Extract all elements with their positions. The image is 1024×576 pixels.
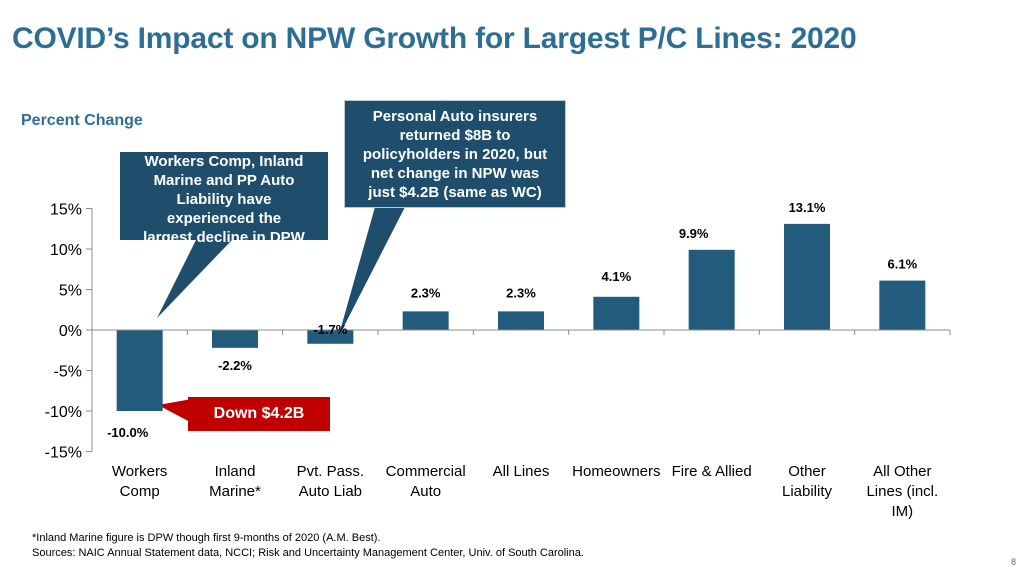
y-tick-label: 0% [59, 323, 82, 340]
y-tick-label: -15% [45, 445, 82, 462]
bar [307, 330, 354, 344]
callout-line: Liability have [176, 191, 272, 208]
data-label: -10.0% [107, 425, 149, 440]
callout-line: Marine and PP Auto [153, 172, 295, 189]
x-tick-label: Marine* [209, 483, 261, 500]
callout-line: net change in NPW was [370, 165, 540, 182]
y-axis-label: Percent Change [21, 112, 143, 129]
bar [879, 280, 926, 330]
callout-line: policyholders in 2020, but [362, 146, 548, 163]
x-tick-label: IM) [891, 503, 913, 520]
data-label: 6.1% [888, 257, 918, 272]
x-tick-label: Auto [410, 483, 441, 500]
x-tick-label: Commercial [386, 463, 466, 480]
data-label: 2.3% [411, 285, 441, 300]
x-tick-label: Fire & Allied [672, 463, 752, 480]
x-tick-label: All Other [873, 463, 931, 480]
footnote-sources: Sources: NAIC Annual Statement data, NCC… [32, 547, 584, 559]
callout-line: returned $8B to [399, 127, 511, 144]
callout-line: largest decline in DPW [143, 229, 305, 246]
bar [784, 223, 830, 330]
x-tick-label: Liability [782, 483, 833, 500]
data-label: 13.1% [789, 200, 826, 215]
bar [212, 330, 258, 348]
data-label: 2.3% [506, 285, 536, 300]
x-tick-label: Inland [215, 463, 256, 480]
x-tick-label: Comp [120, 483, 160, 500]
x-tick-label: Homeowners [572, 463, 660, 480]
x-tick-label: All Lines [493, 463, 550, 480]
y-tick-label: -10% [45, 404, 82, 421]
data-label: 9.9% [679, 226, 709, 241]
footnote-inland-marine: *Inland Marine figure is DPW though firs… [32, 532, 381, 544]
callout-largest-decline: Workers Comp, Inland Marine and PP Auto … [120, 152, 328, 246]
x-tick-label: Lines (incl. [866, 483, 938, 500]
callout-pointer [157, 240, 232, 318]
callout-pointer [338, 207, 405, 338]
callout-line: Workers Comp, Inland [144, 153, 304, 170]
x-tick-label: Workers [112, 463, 168, 480]
page-number: 8 [1010, 557, 1016, 567]
x-tick-label: Auto Liab [299, 483, 362, 500]
callout-line: Personal Auto insurers [372, 108, 538, 125]
page-title: COVID’s Impact on NPW Growth for Largest… [12, 22, 857, 55]
bar [593, 296, 640, 330]
x-tick-label: Pvt. Pass. [297, 463, 365, 480]
bar [498, 311, 544, 330]
y-tick-label: -5% [54, 364, 82, 381]
y-tick-label: 15% [50, 202, 82, 219]
x-tick-label: Other [788, 463, 826, 480]
bar [402, 311, 449, 330]
bar [688, 249, 735, 330]
data-label: -1.7% [313, 322, 347, 337]
callout-line: experienced the [166, 210, 282, 227]
data-label: -2.2% [218, 358, 252, 373]
data-label: 4.1% [602, 269, 632, 284]
bar [116, 330, 163, 411]
callout-down-4-2b: Down $4.2B [188, 397, 330, 431]
callout-pointer [158, 399, 192, 423]
y-tick-label: 5% [59, 283, 82, 300]
callout-personal-auto: Personal Auto insurers returned $8B to p… [344, 100, 566, 208]
callout-line: just $4.2B (same as WC) [368, 184, 542, 201]
y-tick-label: 10% [50, 242, 82, 259]
